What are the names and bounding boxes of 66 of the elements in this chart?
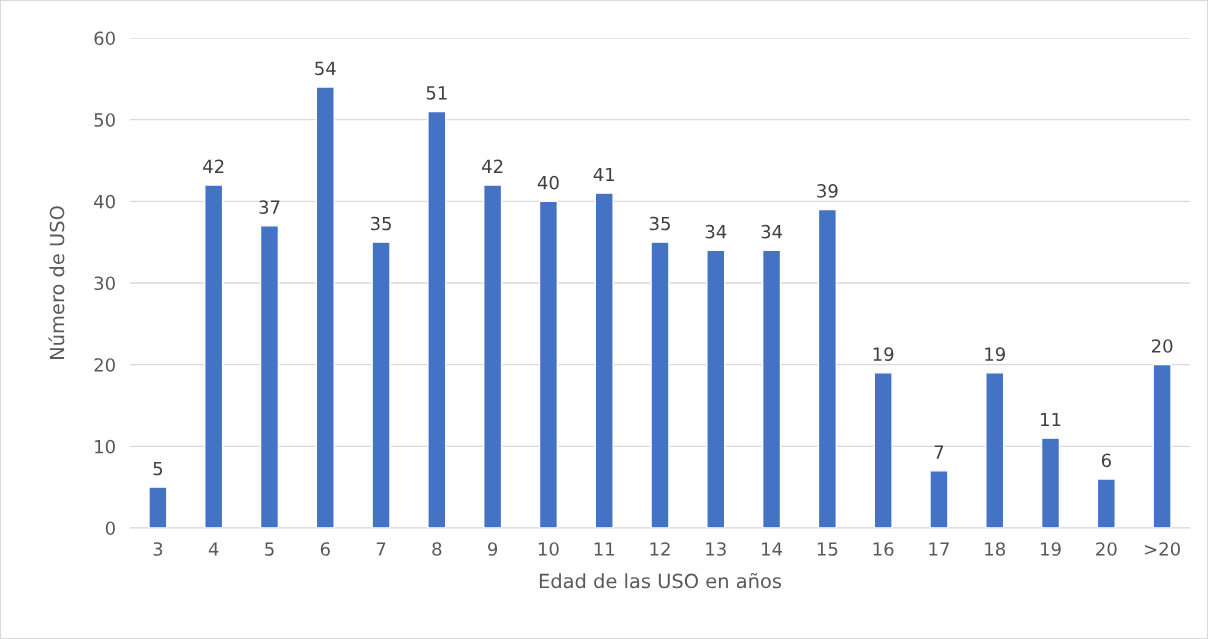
y-tick-label: 10 xyxy=(95,439,115,454)
x-tick-label: 8 xyxy=(432,542,442,556)
bar xyxy=(371,241,391,528)
x-tick-label: 3 xyxy=(153,542,163,556)
bar xyxy=(148,486,168,528)
data-label: 19 xyxy=(985,347,1005,361)
data-label: 6 xyxy=(1101,453,1111,468)
data-label: 20 xyxy=(1151,339,1173,353)
data-label: 11 xyxy=(1041,412,1061,427)
x-tick-label: 11 xyxy=(594,542,615,556)
y-tick-label: 40 xyxy=(94,194,115,209)
x-tick-label: 14 xyxy=(762,542,783,556)
bar xyxy=(1096,478,1116,528)
x-tick-label: 10 xyxy=(538,542,559,556)
x-tick-label: 12 xyxy=(650,542,670,556)
data-label: 34 xyxy=(705,224,727,239)
x-tick-label: 17 xyxy=(929,542,949,556)
data-label: 34 xyxy=(761,224,783,239)
bar xyxy=(1152,363,1172,528)
data-label: 39 xyxy=(817,184,838,198)
y-axis-title: Número de USO xyxy=(48,206,65,359)
bar xyxy=(650,241,670,528)
bar xyxy=(1040,437,1061,528)
bar xyxy=(315,86,335,528)
x-tick-label: >20 xyxy=(1144,542,1180,556)
y-tick-label: 30 xyxy=(94,276,115,291)
x-tick-label: 19 xyxy=(1041,542,1061,556)
data-label: 19 xyxy=(873,347,894,361)
data-label: 42 xyxy=(482,159,503,173)
data-label: 51 xyxy=(426,86,447,100)
bar xyxy=(929,470,949,528)
data-label: 41 xyxy=(593,167,615,182)
data-label: 35 xyxy=(370,216,391,231)
x-tick-label: 5 xyxy=(265,542,274,556)
bar xyxy=(761,249,782,528)
data-label: 7 xyxy=(934,445,944,459)
bar xyxy=(204,184,224,528)
data-label: 37 xyxy=(259,200,280,214)
bar xyxy=(873,372,893,528)
data-label: 54 xyxy=(315,61,336,76)
x-tick-label: 18 xyxy=(985,542,1005,556)
data-label: 5 xyxy=(153,461,163,476)
bar xyxy=(817,208,837,528)
data-label: 42 xyxy=(203,159,224,173)
x-tick-label: 7 xyxy=(376,542,386,556)
y-tick-label: 50 xyxy=(94,113,115,127)
x-tick-label: 6 xyxy=(320,542,330,556)
x-tick-label: 9 xyxy=(488,542,498,556)
y-tick-label: 20 xyxy=(94,358,115,372)
y-tick-label: 60 xyxy=(94,31,115,46)
x-axis-title: Edad de las USO en años xyxy=(539,572,782,589)
bar xyxy=(427,110,447,528)
x-tick-label: 4 xyxy=(208,542,219,556)
x-tick-label: 16 xyxy=(873,542,894,556)
bar xyxy=(594,192,614,528)
bar xyxy=(538,200,559,528)
y-tick-label: 0 xyxy=(105,521,115,536)
x-tick-label: 20 xyxy=(1096,542,1117,556)
data-label: 35 xyxy=(649,216,670,231)
bar xyxy=(985,372,1005,528)
x-tick-label: 15 xyxy=(817,542,838,556)
x-tick-label: 13 xyxy=(706,542,726,556)
bar xyxy=(259,225,280,528)
bar xyxy=(483,184,503,528)
data-label: 40 xyxy=(537,175,559,190)
bar xyxy=(706,249,726,528)
